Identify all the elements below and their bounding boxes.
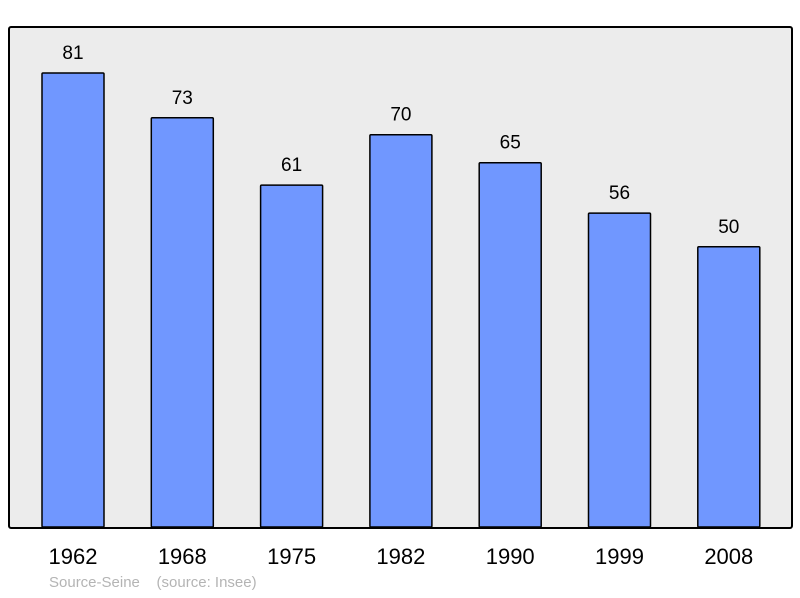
bar-value-label-1990: 65	[500, 133, 521, 154]
x-tick-labels-group: 1962 1968 1975 1982 1990 1999 2008	[49, 544, 754, 569]
bar-1999	[587, 212, 652, 528]
bars-group	[41, 72, 761, 528]
x-tick-label-1975: 1975	[267, 544, 316, 569]
x-tick-label-1982: 1982	[376, 544, 425, 569]
bar-1975	[259, 184, 324, 528]
bar-1982	[369, 133, 433, 528]
bar-value-label-1968: 73	[172, 88, 193, 109]
bar-2008	[697, 246, 761, 528]
x-tick-label-1999: 1999	[595, 544, 644, 569]
bar-value-label-1962: 81	[62, 43, 83, 64]
value-labels-group: 81 73 61 70 65 56 50	[62, 43, 739, 238]
bar-value-label-2008: 50	[718, 217, 739, 238]
source-note: Source-Seine (source: Insee)	[49, 574, 257, 591]
bar-value-label-1975: 61	[281, 155, 302, 176]
bar-1990	[478, 161, 542, 528]
bar-value-label-1982: 70	[390, 105, 411, 126]
bar-1968	[150, 117, 215, 528]
x-tick-label-2008: 2008	[704, 544, 753, 569]
x-tick-label-1968: 1968	[158, 544, 207, 569]
bar-value-label-1999: 56	[609, 183, 630, 204]
x-tick-label-1990: 1990	[486, 544, 535, 569]
x-tick-label-1962: 1962	[49, 544, 98, 569]
bar-1962	[41, 72, 105, 528]
